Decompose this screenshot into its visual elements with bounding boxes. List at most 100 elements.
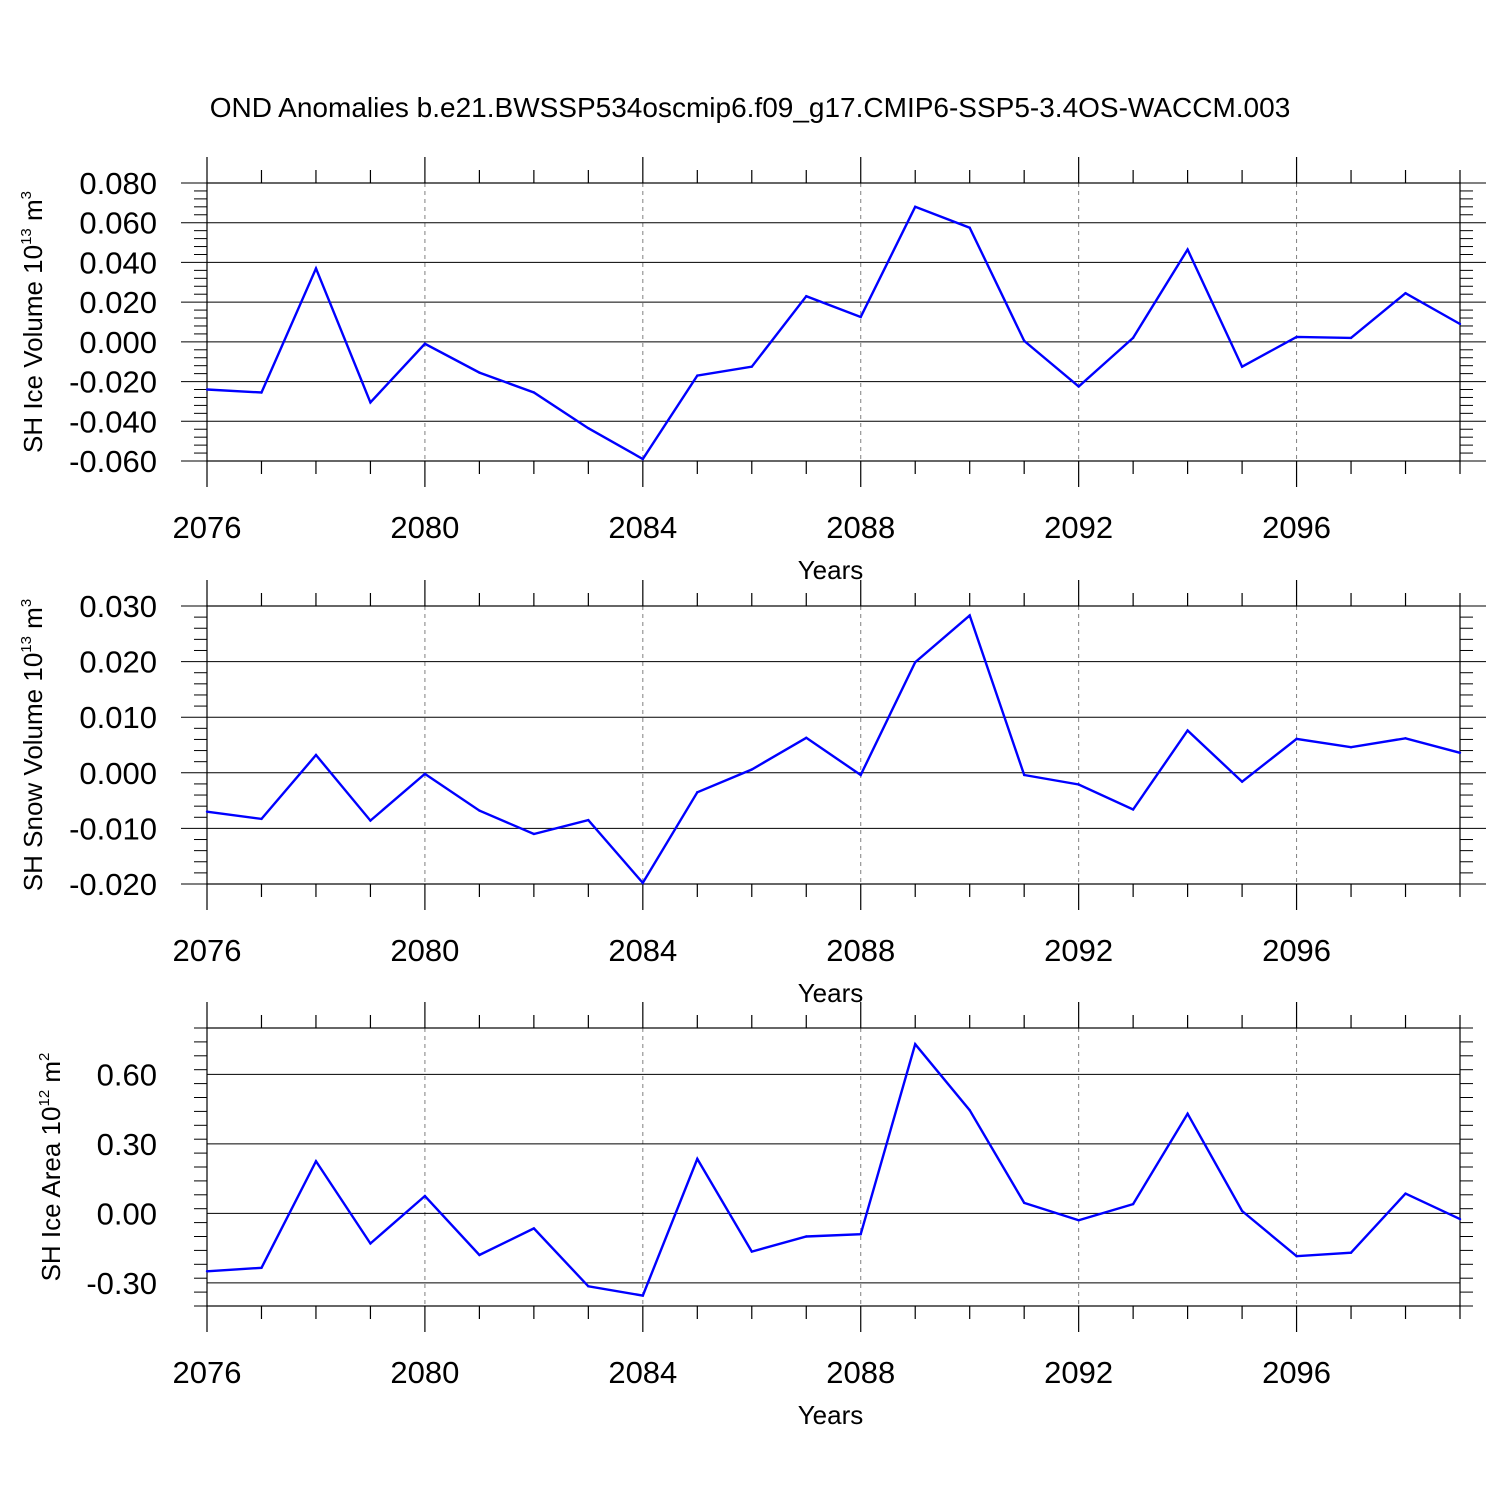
- data-point: [1240, 780, 1244, 783]
- y-tick-label: 0.30: [97, 1127, 157, 1162]
- data-point: [1295, 335, 1298, 339]
- data-point: [914, 660, 917, 664]
- x-axis-label: Years: [798, 978, 864, 1008]
- data-point: [1295, 737, 1298, 741]
- panel-ice-volume: 2076 2080 2084 2088 2092 2096 -0.060 -0.040 -0.0…: [18, 157, 1486, 585]
- y-axis-label: SH Ice Area 1012 m2: [36, 1053, 66, 1282]
- data-point: [532, 832, 536, 836]
- x-tick-label: 2080: [390, 1355, 459, 1390]
- y-tick-label: -0.060: [69, 444, 157, 479]
- panel-snow-volume: 2076 2080 2084 2088 2092 2096 -0.020 -0.010 0.00…: [18, 580, 1486, 1008]
- data-point: [1349, 1251, 1353, 1254]
- figure-title: OND Anomalies b.e21.BWSSP534oscmip6.f09_…: [209, 92, 1291, 123]
- y-tick-label: -0.020: [69, 867, 157, 902]
- data-point: [641, 881, 645, 885]
- data-point: [1458, 1217, 1462, 1221]
- x-tick-label: 2092: [1044, 933, 1113, 968]
- data-point: [1022, 1201, 1026, 1205]
- x-tick-label: 2076: [173, 1355, 242, 1390]
- y-axis-label-exponent: 13: [18, 636, 35, 653]
- y-tick-label: 0.060: [79, 206, 157, 241]
- y-axis-label: SH Ice Volume 1013 m3: [18, 191, 48, 453]
- data-point: [205, 810, 209, 813]
- x-tick-label: 2092: [1044, 510, 1113, 545]
- data-point: [1295, 1254, 1298, 1258]
- data-point: [1022, 773, 1026, 777]
- data-point: [478, 371, 481, 374]
- x-tick-label: 2088: [826, 933, 895, 968]
- x-tick-label: 2088: [826, 1355, 895, 1390]
- data-point: [587, 818, 590, 822]
- y-axis-label-unit-exponent: 3: [18, 599, 35, 607]
- data-point: [1077, 783, 1080, 786]
- data-point: [859, 1232, 862, 1236]
- data-point: [1022, 339, 1026, 343]
- data-point: [968, 1109, 971, 1112]
- series-line: [206, 1041, 1461, 1297]
- y-tick-label: 0.080: [79, 166, 157, 201]
- y-axis-label-unit: m: [18, 607, 48, 636]
- panel-ice-area: 2076 2080 2084 2088 2092 2096 -0.30 0.00 0.30 0.6…: [36, 1002, 1473, 1430]
- y-tick-label: -0.040: [69, 404, 157, 439]
- data-point: [1131, 1202, 1135, 1206]
- data-point: [423, 1194, 427, 1198]
- y-axis-label: SH Snow Volume 1013 m3: [18, 599, 48, 891]
- y-tick-label: 0.000: [79, 325, 157, 360]
- x-axis-label: Years: [798, 1400, 864, 1430]
- data-point: [423, 772, 427, 776]
- data-point: [423, 342, 427, 346]
- x-tick-label: 2076: [173, 510, 242, 545]
- x-tick-label: 2084: [608, 1355, 677, 1390]
- data-point: [805, 294, 808, 298]
- data-point: [750, 365, 753, 368]
- y-axis-label-unit-exponent: 3: [18, 191, 35, 199]
- data-point: [478, 809, 481, 812]
- data-point: [859, 773, 862, 777]
- data-point: [696, 1157, 699, 1161]
- data-point: [1186, 1112, 1189, 1115]
- data-point: [369, 1242, 372, 1245]
- data-point: [805, 1235, 808, 1238]
- data-point: [750, 768, 753, 771]
- data-point: [587, 1285, 590, 1288]
- data-point: [1458, 322, 1462, 326]
- y-axis-label-unit: m: [18, 199, 48, 228]
- y-axis-label-exponent: 13: [18, 228, 35, 245]
- y-axis-label-text: SH Ice Area 10: [36, 1107, 66, 1282]
- x-tick-label: 2080: [390, 510, 459, 545]
- data-point: [1404, 292, 1407, 295]
- data-point: [914, 1043, 917, 1046]
- y-tick-label: -0.30: [86, 1266, 157, 1301]
- data-point: [696, 374, 699, 377]
- data-point: [1131, 336, 1135, 340]
- x-tick-label: 2096: [1262, 933, 1331, 968]
- y-tick-label: 0.040: [79, 245, 157, 280]
- x-tick-label: 2080: [390, 933, 459, 968]
- data-point: [532, 1227, 536, 1230]
- series-line: [206, 205, 1461, 461]
- x-tick-label: 2092: [1044, 1355, 1113, 1390]
- data-point: [260, 1266, 263, 1269]
- data-point: [314, 1160, 318, 1163]
- data-point: [641, 457, 645, 461]
- data-point: [696, 791, 699, 794]
- data-point: [914, 205, 917, 209]
- data-point: [1404, 737, 1407, 740]
- data-point: [478, 1253, 481, 1257]
- y-tick-label: 0.60: [97, 1057, 157, 1092]
- data-point: [1404, 1192, 1407, 1195]
- x-tick-label: 2096: [1262, 510, 1331, 545]
- y-tick-label: 0.030: [79, 589, 157, 624]
- y-tick-label: -0.010: [69, 811, 157, 846]
- y-tick-label: 0.000: [79, 756, 157, 791]
- x-tick-label: 2096: [1262, 1355, 1331, 1390]
- data-point: [369, 819, 372, 822]
- data-point: [1077, 1219, 1080, 1222]
- data-point: [532, 391, 536, 394]
- data-point: [1349, 336, 1353, 340]
- data-point: [1186, 729, 1189, 732]
- data-point: [968, 226, 971, 229]
- y-axis-label-text: SH Snow Volume 10: [18, 653, 48, 891]
- plot-frame: [206, 182, 1461, 462]
